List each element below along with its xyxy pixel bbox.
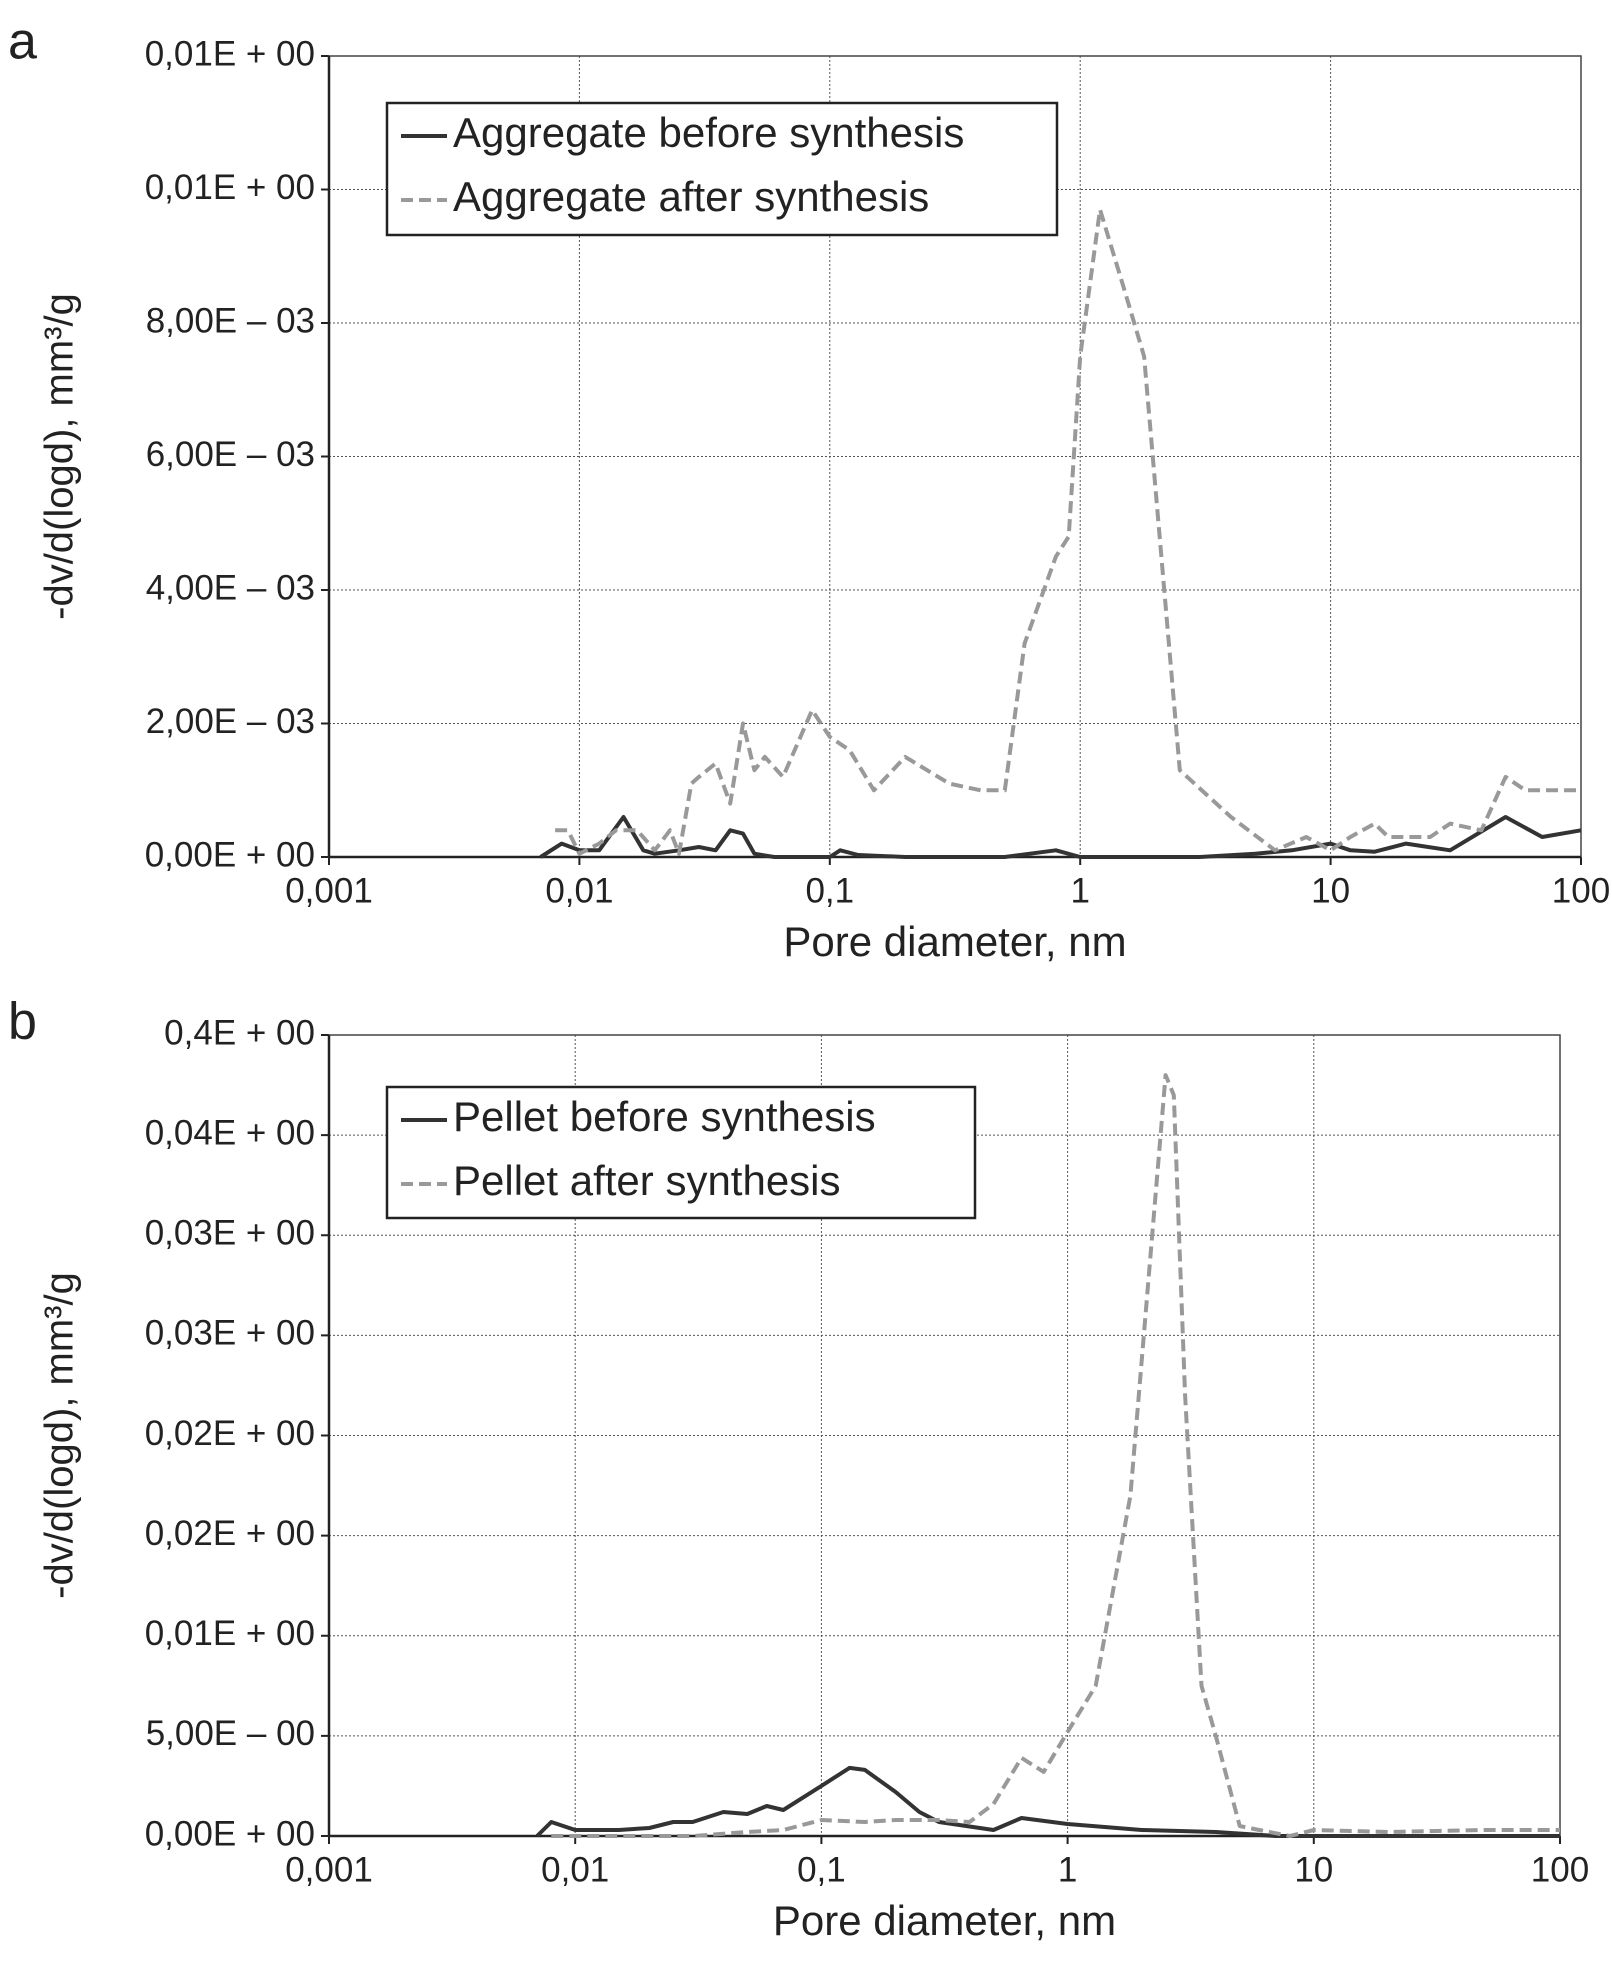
legend-label: Pellet before synthesis [453, 1093, 876, 1140]
series-line [539, 815, 1582, 859]
x-tick-label: 0,1 [805, 871, 854, 910]
y-tick-label: 4,00E – 03 [146, 568, 315, 607]
legend-box [385, 101, 1059, 237]
x-tick-label: 0,001 [285, 1850, 373, 1889]
y-axis-label: -dv/d(logd), mm³/g [38, 1272, 82, 1599]
x-tick-label: 0,01 [545, 871, 613, 910]
x-axis-label: Pore diameter, nm [783, 918, 1126, 965]
series-line [555, 207, 1581, 856]
x-axis-label: Pore diameter, nm [773, 1897, 1116, 1944]
legend-label: Aggregate after synthesis [453, 173, 929, 220]
panel-label: a [8, 13, 37, 71]
y-tick-label: 0,01E + 00 [145, 1614, 315, 1653]
y-tick-label: 0,02E + 00 [145, 1414, 315, 1453]
y-tick-label: 0,03E + 00 [145, 1214, 315, 1253]
y-tick-label: 6,00E – 03 [146, 435, 315, 474]
y-tick-label: 0,02E + 00 [145, 1514, 315, 1553]
y-tick-label: 0,00E + 00 [145, 835, 315, 874]
series-line [551, 1073, 1560, 1838]
y-axis-label: -dv/d(logd), mm³/g [38, 293, 82, 620]
y-tick-label: 2,00E – 03 [146, 702, 315, 741]
legend-label: Pellet after synthesis [453, 1157, 841, 1204]
y-tick-label: 0,03E + 00 [145, 1314, 315, 1353]
x-tick-label: 1 [1070, 871, 1089, 910]
series-line [535, 1765, 1560, 1838]
x-tick-label: 100 [1531, 1850, 1589, 1889]
y-tick-label: 5,00E – 00 [146, 1714, 315, 1753]
y-tick-label: 8,00E – 03 [146, 301, 315, 340]
x-tick-label: 10 [1311, 871, 1350, 910]
x-tick-label: 10 [1294, 1850, 1333, 1889]
legend-box [385, 1085, 977, 1220]
y-tick-label: 0,00E + 00 [145, 1814, 315, 1853]
y-tick-label: 0,04E + 00 [145, 1113, 315, 1152]
x-tick-label: 1 [1058, 1850, 1077, 1889]
y-tick-label: 0,4E + 00 [164, 1013, 315, 1052]
y-tick-label: 0,01E + 00 [145, 34, 315, 73]
legend-label: Aggregate before synthesis [453, 109, 964, 156]
panel-label: b [8, 993, 37, 1051]
y-tick-label: 0,01E + 00 [145, 168, 315, 207]
x-tick-label: 0,01 [541, 1850, 609, 1889]
x-tick-label: 100 [1552, 871, 1610, 910]
x-tick-label: 0,1 [797, 1850, 846, 1889]
x-tick-label: 0,001 [285, 871, 373, 910]
